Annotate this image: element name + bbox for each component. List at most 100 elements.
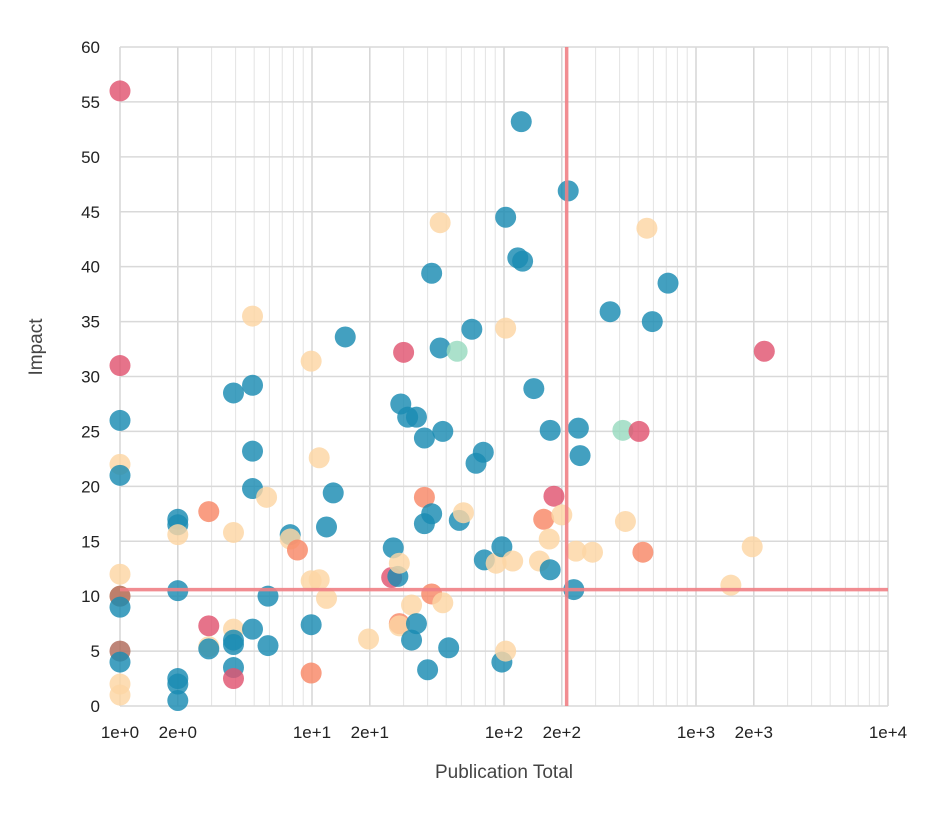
scatter-point: [388, 552, 410, 574]
scatter-point: [417, 659, 439, 681]
scatter-point: [167, 673, 189, 695]
scatter-point: [198, 638, 220, 660]
scatter-point: [533, 508, 555, 530]
scatter-point: [308, 569, 330, 591]
scatter-point: [614, 510, 636, 532]
scatter-point: [405, 613, 427, 635]
scatter-point: [495, 317, 517, 339]
scatter-point: [300, 614, 322, 636]
scatter-point: [198, 615, 220, 637]
y-tick-label: 40: [81, 258, 100, 277]
scatter-point: [388, 615, 410, 637]
scatter-point: [628, 420, 650, 442]
scatter-point: [753, 340, 775, 362]
y-tick-label: 20: [81, 477, 100, 496]
scatter-point: [286, 539, 308, 561]
scatter-point: [322, 482, 344, 504]
scatter-point: [413, 427, 435, 449]
x-tick-label: 2e+0: [159, 723, 197, 742]
scatter-point: [109, 464, 131, 486]
y-tick-label: 15: [81, 532, 100, 551]
y-axis-title: Impact: [26, 318, 47, 376]
scatter-point: [308, 447, 330, 469]
scatter-point: [510, 111, 532, 133]
y-tick-label: 5: [91, 642, 100, 661]
scatter-point: [405, 406, 427, 428]
y-tick-label: 10: [81, 587, 100, 606]
scatter-point: [222, 633, 244, 655]
scatter-point: [432, 420, 454, 442]
y-tick-label: 45: [81, 203, 100, 222]
scatter-point: [495, 640, 517, 662]
scatter-point: [421, 503, 443, 525]
x-tick-label: 1e+4: [869, 723, 907, 742]
scatter-point: [523, 378, 545, 400]
x-tick-label: 2e+1: [351, 723, 389, 742]
scatter-point: [222, 668, 244, 690]
scatter-point: [502, 550, 524, 572]
scatter-point: [539, 559, 561, 581]
scatter-point: [641, 311, 663, 333]
scatter-point: [720, 574, 742, 596]
y-tick-label: 60: [81, 38, 100, 57]
data-points: [109, 80, 775, 712]
scatter-point: [109, 409, 131, 431]
x-axis-ticks: 1e+0 2e+0 1e+1 2e+1 1e+2 2e+2 1e+3 2e+3 1e+4: [101, 723, 907, 742]
scatter-point: [109, 651, 131, 673]
scatter-point: [413, 486, 435, 508]
y-tick-label: 0: [91, 697, 100, 716]
scatter-point: [167, 690, 189, 712]
scatter-point: [109, 355, 131, 377]
scatter-point: [242, 305, 264, 327]
scatter-point: [242, 440, 264, 462]
scatter-point: [109, 80, 131, 102]
scatter-point: [485, 552, 507, 574]
scatter-point: [569, 445, 591, 467]
x-tick-label: 1e+0: [101, 723, 139, 742]
scatter-point: [300, 662, 322, 684]
scatter-point: [543, 485, 565, 507]
x-tick-label: 1e+2: [485, 723, 523, 742]
x-tick-label: 2e+3: [735, 723, 773, 742]
scatter-point: [421, 262, 443, 284]
scatter-point: [109, 596, 131, 618]
x-tick-label: 1e+1: [293, 723, 331, 742]
scatter-point: [300, 350, 322, 372]
y-tick-label: 55: [81, 93, 100, 112]
scatter-point: [581, 541, 603, 563]
scatter-point: [657, 272, 679, 294]
x-tick-label: 1e+3: [677, 723, 715, 742]
scatter-point: [242, 618, 264, 640]
scatter-point: [429, 212, 451, 234]
scatter-point: [109, 684, 131, 706]
x-axis-title: Publication Total: [435, 762, 573, 783]
scatter-point: [222, 521, 244, 543]
scatter-point: [636, 217, 658, 239]
scatter-point: [257, 635, 279, 657]
scatter-point: [334, 326, 356, 348]
scatter-point: [472, 441, 494, 463]
scatter-point: [495, 206, 517, 228]
scatter-point: [567, 417, 589, 439]
y-tick-label: 35: [81, 313, 100, 332]
scatter-point: [316, 516, 338, 538]
scatter-point: [167, 524, 189, 546]
scatter-point: [358, 628, 380, 650]
y-tick-label: 25: [81, 422, 100, 441]
scatter-point: [491, 536, 513, 558]
y-axis-ticks: 0 5 10 15 20 25 30 35 40 45 50 55 60: [81, 38, 100, 716]
scatter-point: [401, 629, 423, 651]
scatter-point: [429, 337, 451, 359]
scatter-point: [222, 382, 244, 404]
scatter-point: [432, 592, 454, 614]
scatter-point: [401, 594, 423, 616]
scatter-point: [198, 501, 220, 523]
scatter-point: [316, 587, 338, 609]
scatter-point: [109, 563, 131, 585]
scatter-point: [632, 541, 654, 563]
scatter-point: [393, 341, 415, 363]
y-tick-label: 50: [81, 148, 100, 167]
scatter-point: [612, 419, 634, 441]
scatter-point: [512, 250, 534, 272]
